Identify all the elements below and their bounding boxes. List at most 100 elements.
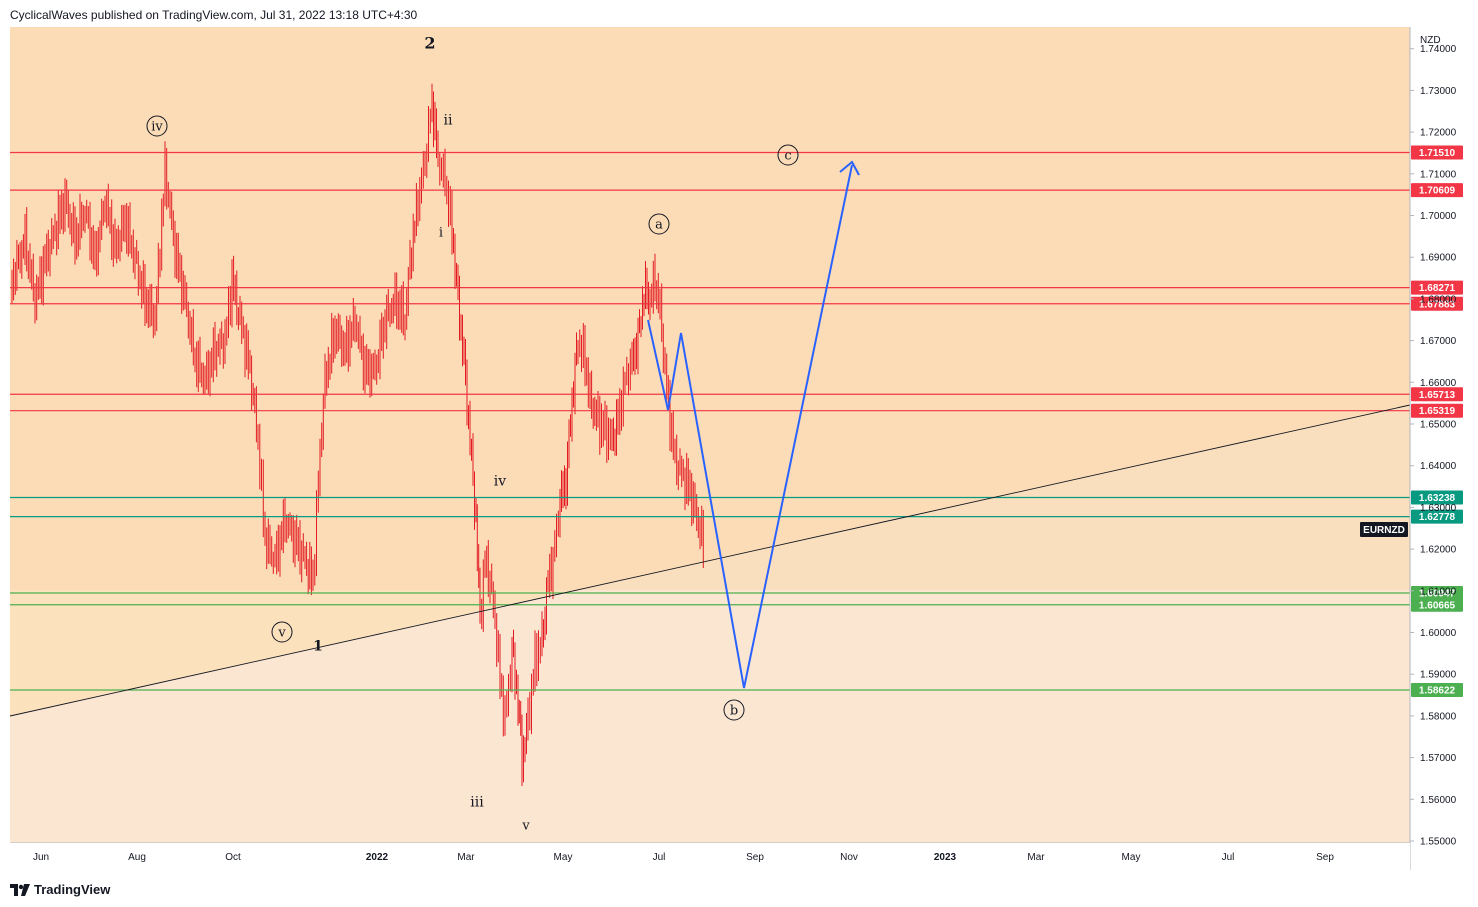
time-tick-label: 2022 [366,852,389,863]
level-tag-bg [1411,586,1463,601]
price-tick-label: 1.67000 [1420,336,1457,347]
price-tick-label: 1.74000 [1420,44,1457,55]
wave-circle [648,213,670,235]
price-tick-label: 1.63000 [1420,503,1457,514]
price-tick-label: 1.56000 [1420,795,1457,806]
footer-brand[interactable]: TradingView [10,882,110,897]
wave-text: a [655,218,663,233]
level-label: 1.63238 [1419,493,1456,504]
wave-label: iii [470,795,484,811]
level-label: 1.65319 [1419,406,1456,417]
price-tick-label: 1.65000 [1420,420,1457,431]
level-price-tag: 1.71510 [1411,145,1463,160]
price-tick-label: 1.64000 [1420,461,1457,472]
level-label: 1.71510 [1419,148,1456,159]
time-tick-label: Jun [33,852,49,863]
wave-label: iv [494,474,506,490]
wave-text: c [784,149,791,164]
time-tick-label: Sep [746,852,764,863]
time-tick-label: Jul [653,852,666,863]
wave-label: 1 [313,639,323,655]
wave-label: i [439,226,443,241]
price-tick-label: 1.55000 [1420,837,1457,848]
level-price-tag: 1.58622 [1411,682,1463,697]
time-tick-label: May [1122,852,1141,863]
wave-text: b [730,704,738,719]
trendline [9,404,1411,717]
price-tick-label: 1.59000 [1420,670,1457,681]
level-price-tag: 1.60947 [1411,586,1463,601]
price-tick-label: 1.71000 [1420,169,1457,180]
time-tick-label: Mar [1027,852,1045,863]
price-tick-label: 1.72000 [1420,128,1457,139]
level-tag-bg [1411,509,1463,524]
time-axis-bg [10,843,1410,870]
wave-label: iv [146,115,168,137]
wave-text: i [439,226,443,241]
time-tick-label: May [554,852,573,863]
level-price-tag: 1.68271 [1411,280,1463,295]
level-tag-bg [1411,280,1463,295]
wave-text: iii [470,795,484,811]
level-tag-bg [1411,296,1463,311]
price-tick-label: 1.57000 [1420,753,1457,764]
wave-circle [146,115,168,137]
price-tick-label: 1.62000 [1420,545,1457,556]
level-price-tag: 1.65713 [1411,387,1463,402]
brand-name: TradingView [34,882,111,897]
symbol-tag: EURNZD [1360,522,1408,537]
tradingview-logo-icon [10,883,30,896]
level-tag-bg [1411,490,1463,505]
price-tick-label: 1.68000 [1420,294,1457,305]
price-tick-label: 1.58000 [1420,711,1457,722]
time-tick-label: 2023 [934,852,957,863]
wave-text: 1 [313,639,323,655]
wave-text: v [521,819,530,834]
price-tick-label: 1.66000 [1420,378,1457,389]
wave-projection [647,160,860,689]
currency-label: NZD [1420,35,1441,46]
symbol-label: EURNZD [1363,525,1405,536]
time-tick-label: Sep [1316,852,1334,863]
level-tag-bg [1411,403,1463,418]
price-tick-label: 1.73000 [1420,86,1457,97]
level-label: 1.58622 [1419,685,1456,696]
wave-text: v [277,626,286,641]
wave-circle [271,621,293,643]
projection-path [647,164,853,689]
wave-text: 2 [424,34,435,53]
level-price-tag: 1.65319 [1411,403,1463,418]
candle-series [11,83,704,786]
level-label: 1.70609 [1419,186,1456,197]
symbol-tag-bg [1360,522,1408,537]
wave-label: c [777,144,799,166]
level-label: 1.60665 [1419,600,1456,611]
wave-label: v [271,621,293,643]
horizontal-levels: 1.71510 1.70609 1.68271 1.67883 1.65713 1.653… [10,145,1463,697]
publish-info: CyclicalWaves published on TradingView.c… [10,8,418,22]
level-tag-bg [1411,145,1463,160]
wave-text: ii [444,113,453,129]
wave-label: ii [444,113,453,129]
time-tick-label: Mar [457,852,475,863]
level-price-tag: 1.63238 [1411,490,1463,505]
time-tick-label: Jul [1222,852,1235,863]
level-label: 1.60947 [1419,589,1456,600]
level-tag-bg [1411,597,1463,612]
level-label: 1.62778 [1419,512,1456,523]
level-tag-bg [1411,387,1463,402]
level-label: 1.68271 [1419,283,1456,294]
level-price-tag: 1.67883 [1411,296,1463,311]
level-price-tag: 1.62778 [1411,509,1463,524]
wave-label: b [723,699,745,721]
time-axis: Jun Aug Oct 2022 Mar May Jul Sep Nov 2023 Mar May Ju… [10,842,1410,870]
price-tick-label: 1.70000 [1420,211,1457,222]
level-tag-bg [1411,183,1463,198]
price-tick-label: 1.61000 [1420,586,1457,597]
wave-text: iv [151,120,163,135]
wave-circle [777,144,799,166]
level-label: 1.65713 [1419,390,1456,401]
